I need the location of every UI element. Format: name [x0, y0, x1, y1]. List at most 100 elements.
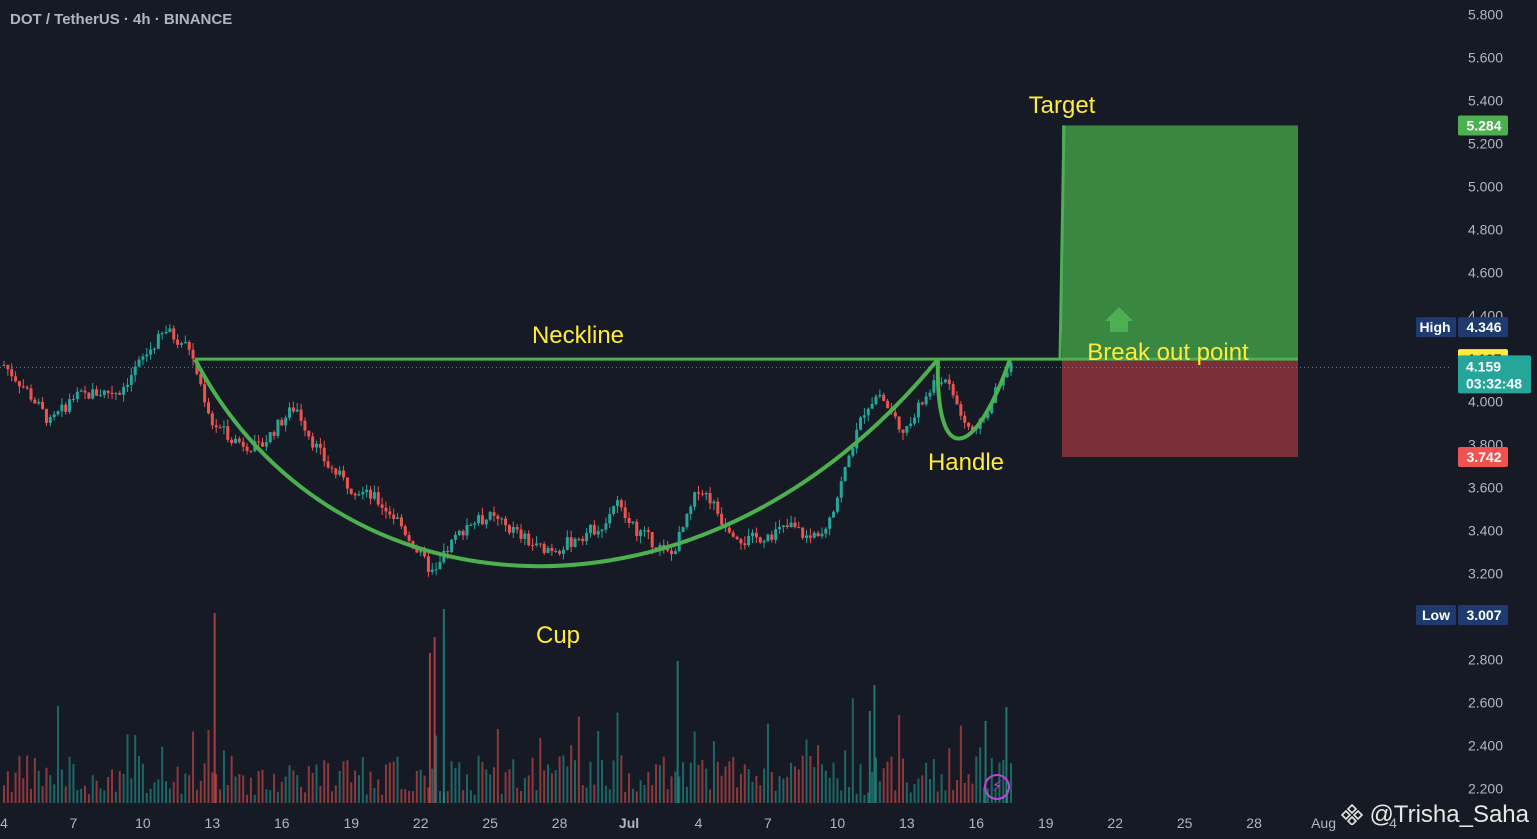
price-tick-label: 5.600: [1468, 50, 1503, 66]
lightning-icon[interactable]: ⚡: [984, 774, 1010, 800]
candle-body: [361, 492, 365, 495]
volume-bar: [211, 772, 214, 803]
candle-body: [187, 341, 191, 350]
volume-bar: [76, 789, 79, 803]
volume-bar: [238, 774, 241, 803]
candle-body: [392, 514, 396, 519]
position-zones: [1062, 125, 1298, 457]
candle-body: [754, 532, 758, 538]
candle-body: [569, 537, 573, 547]
candle-body: [488, 512, 492, 520]
candle-body: [781, 525, 785, 527]
volume-bar: [477, 755, 480, 803]
low-value-tag: [1458, 604, 1508, 625]
volume-bar: [327, 763, 330, 803]
candle-body: [349, 488, 353, 494]
volume-bar: [647, 771, 650, 803]
volume-bar: [620, 755, 623, 803]
candle-body: [164, 331, 168, 334]
candle-body: [874, 396, 878, 404]
volume-bar: [207, 730, 210, 803]
volume-bar: [689, 762, 692, 803]
candle-body: [558, 550, 562, 554]
candle-body: [334, 468, 338, 475]
volume-bar: [763, 768, 766, 803]
volume-bar: [554, 770, 557, 803]
candle-body: [812, 532, 816, 538]
volume-bar: [192, 731, 195, 803]
candle-body: [446, 550, 450, 553]
candle-body: [492, 512, 496, 516]
candle-body: [565, 537, 569, 550]
candle-body: [17, 381, 21, 387]
volume-bar: [284, 776, 287, 803]
candle-body: [554, 550, 558, 552]
candle-body: [284, 417, 288, 426]
volume-bar: [628, 773, 631, 803]
volume-bar: [512, 759, 515, 803]
candle-body: [604, 523, 608, 530]
volume-bar: [948, 748, 951, 803]
candle-body: [882, 394, 886, 401]
candle-body: [257, 441, 261, 443]
volume-bar: [793, 766, 796, 803]
volume-bar: [213, 613, 216, 803]
candle-body: [21, 386, 25, 388]
volume-bar: [334, 785, 337, 803]
volume-bar: [80, 788, 83, 803]
candle-body: [384, 507, 388, 512]
candle-body: [747, 535, 751, 546]
candle-body: [496, 515, 500, 519]
volume-bar: [504, 772, 507, 803]
volume-bar: [739, 773, 742, 803]
candle-body: [762, 540, 766, 543]
volume-bar: [581, 785, 584, 803]
candle-body: [106, 390, 110, 393]
volume-bar: [813, 767, 816, 803]
candle-body: [168, 328, 172, 332]
candle-body: [322, 447, 326, 462]
candle-body: [820, 533, 824, 537]
candle-body: [226, 426, 230, 440]
bar-countdown-text: 03:32:48: [1466, 375, 1522, 391]
candle-body: [816, 532, 820, 537]
price-tick-label: 5.800: [1468, 7, 1503, 23]
candle-body: [523, 533, 527, 539]
candle-body: [83, 390, 87, 393]
time-axis[interactable]: 4 7 10 13 16 19 22 25 28 Jul 4 7 10 13 16 19 22 25 28 Aug 4: [0, 815, 1397, 831]
candle-body: [230, 439, 234, 444]
candle-body: [1005, 372, 1009, 378]
candle-body: [685, 514, 689, 528]
volume-bar: [431, 768, 434, 803]
volume-bar: [203, 763, 206, 803]
candle-body: [245, 446, 249, 451]
volume-bars: [3, 609, 1013, 803]
candle-body: [681, 527, 685, 532]
candle-body: [824, 528, 828, 534]
volume-bar: [539, 737, 542, 803]
candle-body: [932, 380, 936, 393]
candlestick-series: [2, 324, 1013, 577]
volume-bar: [790, 762, 793, 803]
volume-bar: [157, 779, 160, 803]
volume-bar: [369, 771, 372, 803]
candle-body: [179, 343, 183, 345]
candle-body: [778, 526, 782, 530]
volume-bar: [215, 773, 218, 803]
time-tick-label: 7: [764, 815, 772, 831]
volume-bar: [728, 761, 731, 803]
volume-bar: [234, 776, 237, 803]
candle-body: [835, 497, 839, 512]
volume-bar: [423, 775, 426, 803]
candle-body: [399, 517, 403, 527]
symbol-title[interactable]: DOT / TetherUS · 4h · BINANCE: [10, 11, 233, 28]
volume-bar: [10, 791, 13, 803]
candle-body: [357, 494, 361, 496]
candle-body: [110, 392, 114, 394]
volume-bar: [577, 716, 580, 803]
volume-bar: [462, 790, 465, 803]
candle-body: [785, 525, 789, 528]
volume-bar: [516, 787, 519, 803]
candle-body: [940, 382, 944, 384]
